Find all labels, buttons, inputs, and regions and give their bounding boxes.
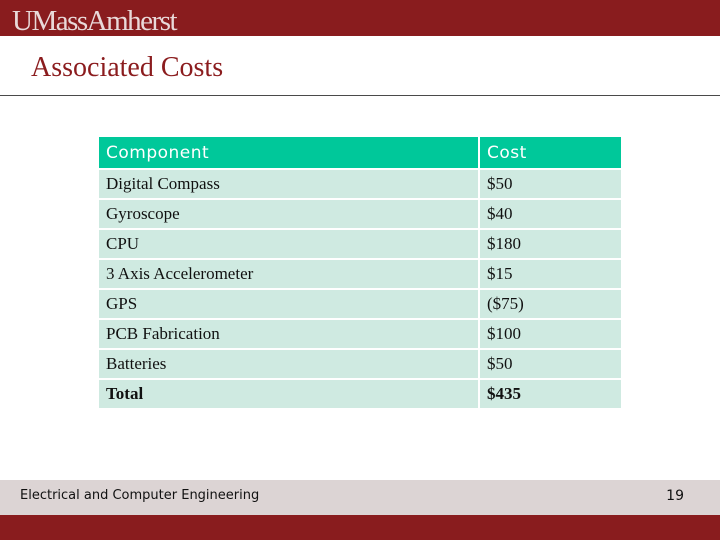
table-row: Batteries $50 [99,349,621,380]
slide-title: Associated Costs [31,52,224,83]
bottom-banner [0,515,720,540]
total-row: Total $435 [99,379,621,410]
table-row: CPU $180 [99,229,621,260]
cost-cell: $50 [478,169,621,200]
cost-table: Component Cost Digital Compass $50 Gyros… [99,137,621,410]
footer-department: Electrical and Computer Engineering [20,488,260,503]
title-divider [0,95,720,96]
page-number: 19 [666,488,684,504]
table-row: PCB Fabrication $100 [99,319,621,350]
footer-bar [0,480,720,515]
cost-cell: $180 [478,229,621,260]
component-cell: Batteries [99,349,479,380]
table-header-row: Component Cost [99,137,621,170]
column-header-component: Component [99,137,479,170]
table-row: Digital Compass $50 [99,169,621,200]
cost-cell: $100 [478,319,621,350]
cost-cell: ($75) [478,289,621,320]
component-cell: GPS [99,289,479,320]
table-row: GPS ($75) [99,289,621,320]
umass-amherst-logo: UMassAmherst [12,5,178,37]
total-cost-cell: $435 [478,379,621,410]
component-cell: Digital Compass [99,169,479,200]
table-row: Gyroscope $40 [99,199,621,230]
top-banner [0,0,720,36]
component-cell: 3 Axis Accelerometer [99,259,479,290]
table-row: 3 Axis Accelerometer $15 [99,259,621,290]
cost-cell: $15 [478,259,621,290]
cost-cell: $40 [478,199,621,230]
component-cell: Gyroscope [99,199,479,230]
column-header-cost: Cost [478,137,621,170]
component-cell: CPU [99,229,479,260]
total-label-cell: Total [99,379,479,410]
component-cell: PCB Fabrication [99,319,479,350]
cost-cell: $50 [478,349,621,380]
